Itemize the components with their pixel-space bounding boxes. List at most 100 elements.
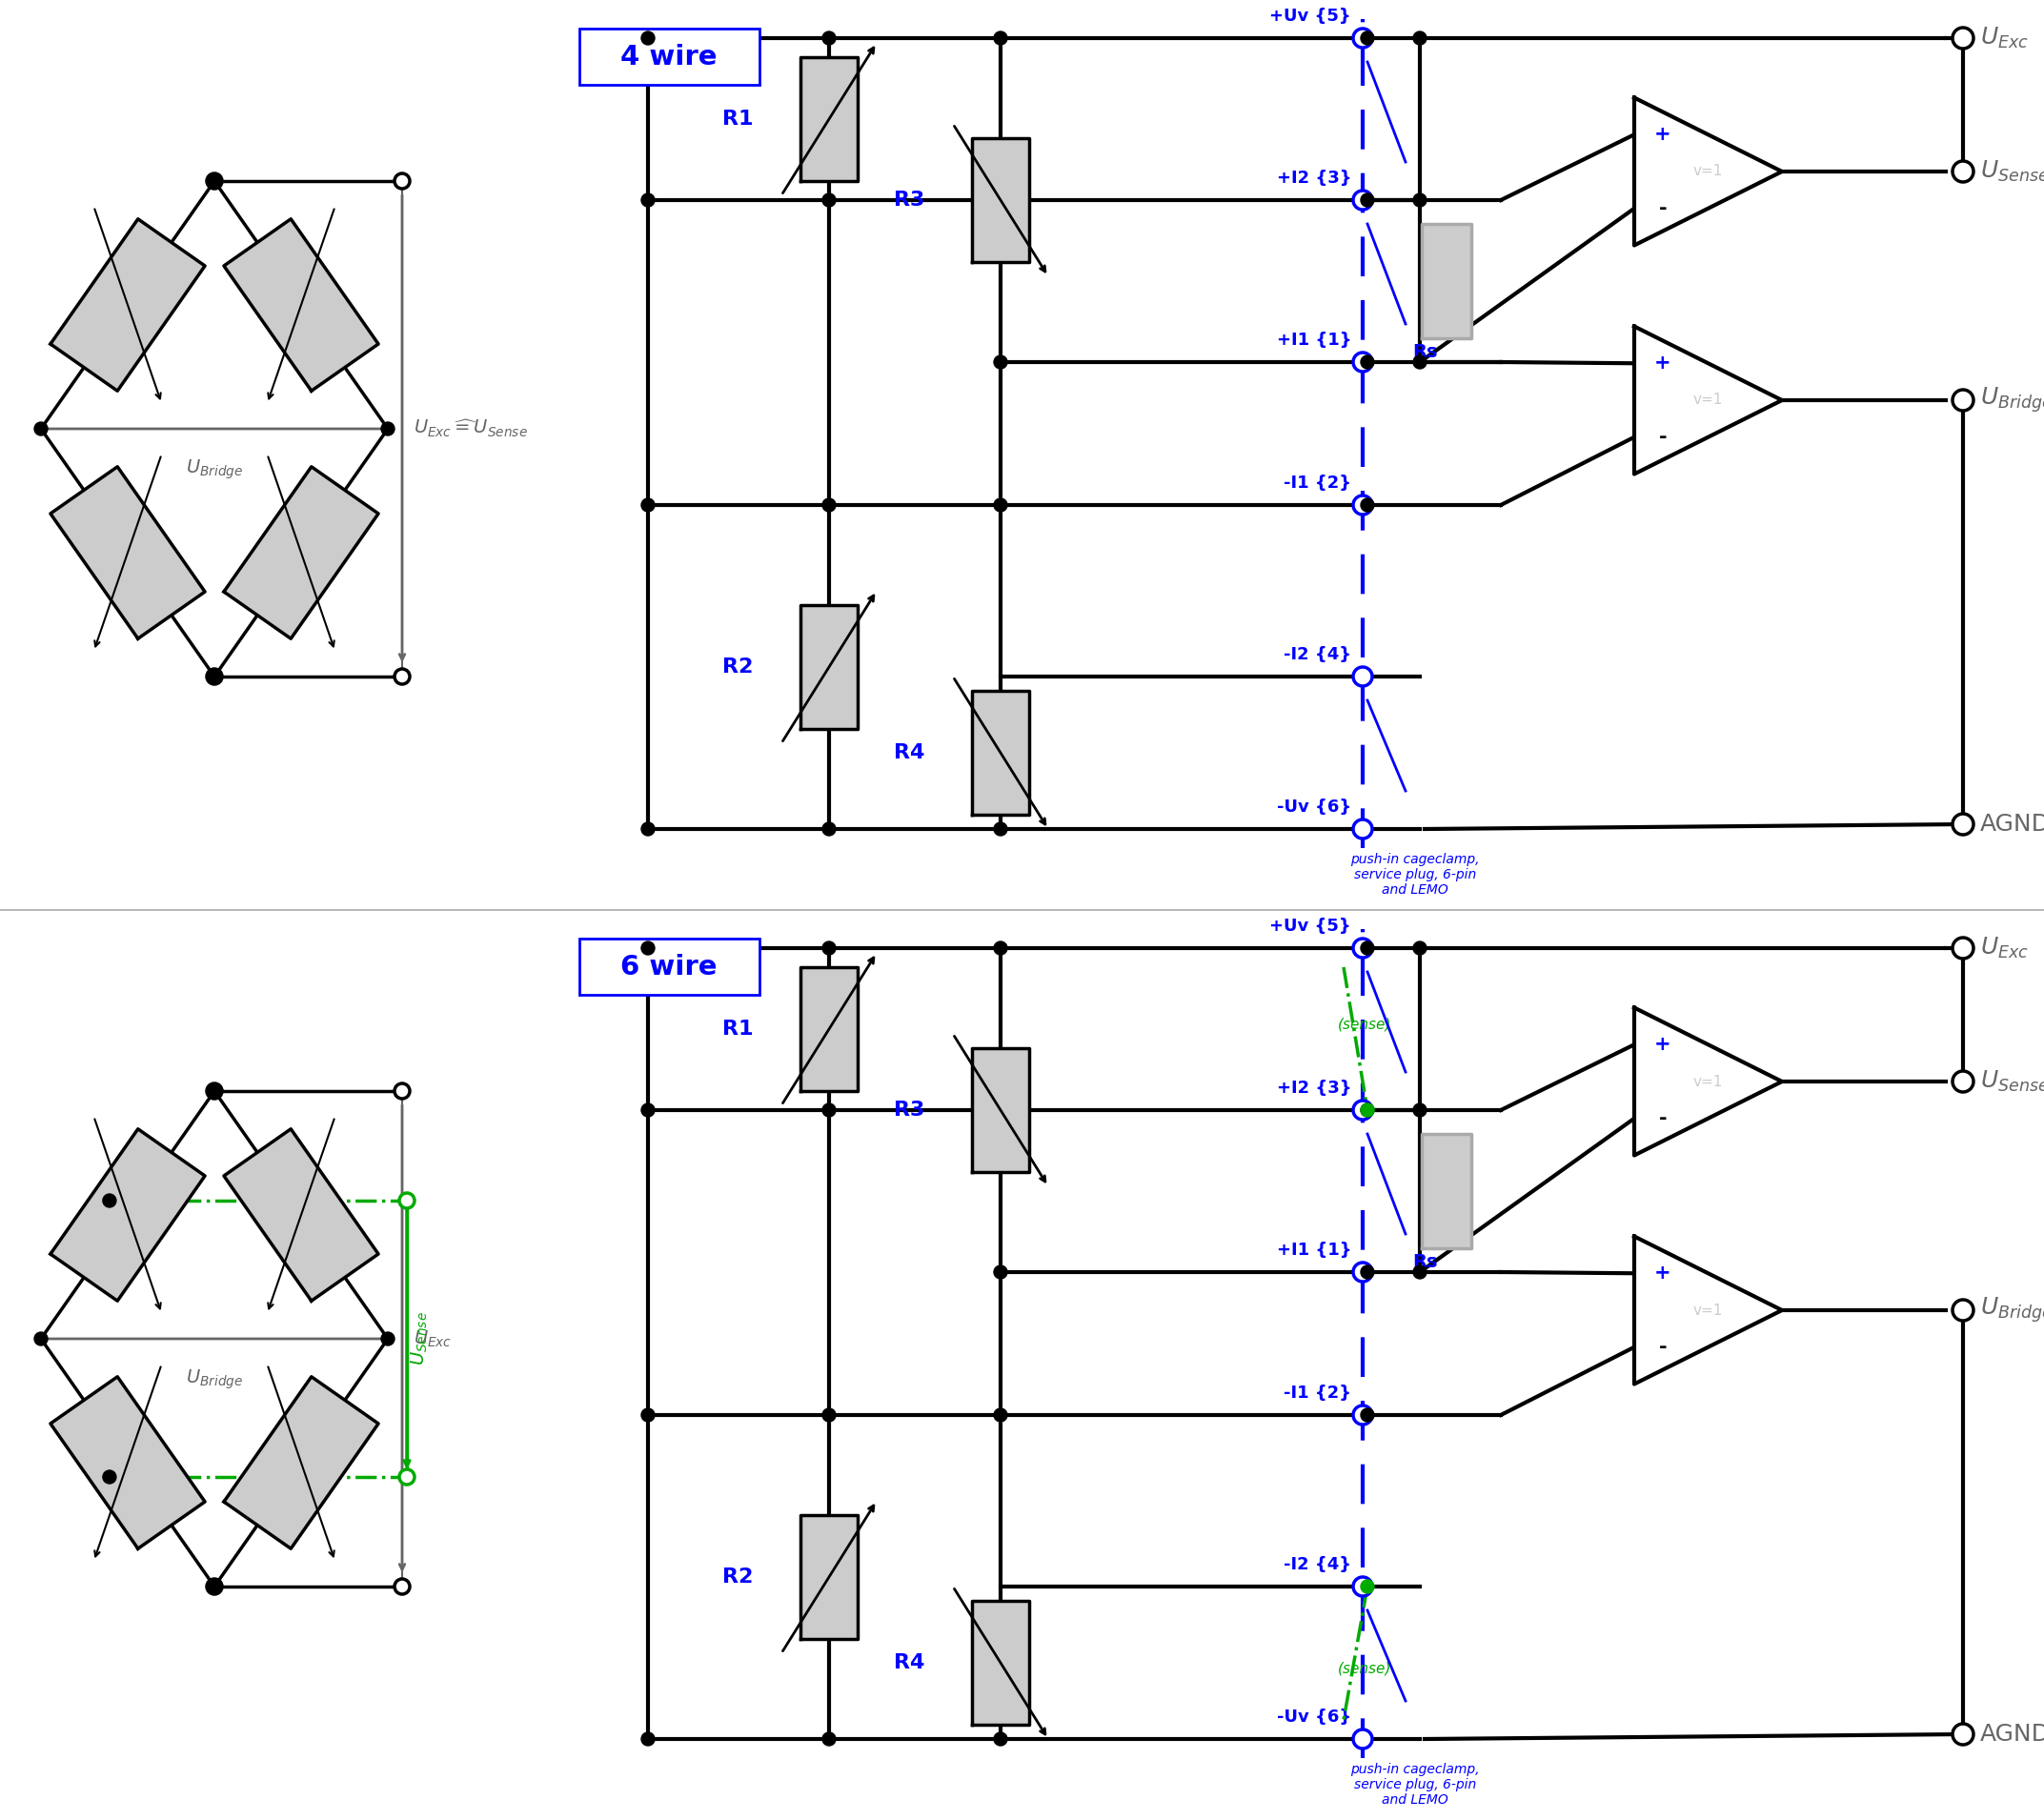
Circle shape: [1361, 941, 1374, 956]
Text: $U_{Exc}$: $U_{Exc}$: [413, 1329, 452, 1349]
Text: $U_{Exc}$: $U_{Exc}$: [1981, 935, 2030, 961]
Text: R3: R3: [893, 191, 924, 209]
Circle shape: [1353, 353, 1372, 371]
Circle shape: [1412, 355, 1427, 369]
Text: 4 wire: 4 wire: [621, 44, 717, 71]
Circle shape: [993, 355, 1008, 369]
Text: v=1: v=1: [1692, 1303, 1723, 1318]
Circle shape: [642, 193, 654, 207]
Polygon shape: [225, 1128, 378, 1301]
Text: -: -: [1660, 1108, 1668, 1128]
Text: +I1 {1}: +I1 {1}: [1275, 331, 1351, 349]
Circle shape: [102, 1194, 117, 1207]
Polygon shape: [51, 218, 204, 391]
Circle shape: [1361, 1103, 1374, 1117]
Text: $U_{Exc}$$\widehat{=}$$U_{Sense}$: $U_{Exc}$$\widehat{=}$$U_{Sense}$: [413, 419, 527, 439]
Polygon shape: [801, 56, 858, 180]
Circle shape: [208, 175, 221, 187]
Text: $U_{Sense}$: $U_{Sense}$: [1981, 158, 2044, 184]
Text: $U_{Sense}$: $U_{Sense}$: [1981, 1068, 2044, 1094]
Circle shape: [822, 1733, 836, 1745]
Polygon shape: [801, 604, 858, 730]
FancyBboxPatch shape: [578, 939, 760, 996]
Polygon shape: [51, 466, 204, 639]
Circle shape: [206, 670, 223, 684]
Text: -I2 {4}: -I2 {4}: [1284, 1556, 1351, 1572]
Circle shape: [208, 670, 221, 682]
Text: R2: R2: [722, 657, 752, 677]
Polygon shape: [1635, 98, 1782, 246]
Circle shape: [993, 941, 1008, 956]
Text: push-in cageclamp,
service plug, 6-pin
and LEMO: push-in cageclamp, service plug, 6-pin a…: [1351, 1764, 1480, 1807]
Circle shape: [1353, 29, 1372, 47]
Polygon shape: [1635, 326, 1782, 473]
Circle shape: [822, 193, 836, 207]
Circle shape: [394, 1580, 409, 1594]
Circle shape: [399, 1469, 415, 1485]
Polygon shape: [51, 1376, 204, 1549]
Text: +: +: [1654, 1263, 1672, 1283]
Circle shape: [1952, 160, 1975, 182]
Circle shape: [380, 1332, 394, 1345]
Text: $U_{Bridge}$: $U_{Bridge}$: [186, 457, 243, 480]
Circle shape: [642, 941, 654, 956]
Circle shape: [993, 31, 1008, 46]
Circle shape: [1353, 1729, 1372, 1749]
Text: R3: R3: [893, 1101, 924, 1119]
Circle shape: [1353, 939, 1372, 957]
Text: -I2 {4}: -I2 {4}: [1284, 646, 1351, 662]
Polygon shape: [1423, 1134, 1472, 1249]
Polygon shape: [1423, 224, 1472, 339]
Text: $U_{Bridge}$: $U_{Bridge}$: [186, 1367, 243, 1390]
Text: +I2 {3}: +I2 {3}: [1275, 1079, 1351, 1097]
Text: R1: R1: [722, 109, 752, 129]
Circle shape: [1353, 1576, 1372, 1596]
Circle shape: [642, 1733, 654, 1745]
Circle shape: [1361, 355, 1374, 369]
Text: $U_{Exc}$: $U_{Exc}$: [1981, 25, 2030, 51]
Circle shape: [822, 1409, 836, 1421]
Text: AGND: AGND: [1981, 1724, 2044, 1745]
Text: R1: R1: [722, 1019, 752, 1039]
Circle shape: [1361, 31, 1374, 46]
Text: R2: R2: [722, 1567, 752, 1587]
Circle shape: [1952, 937, 1975, 959]
Circle shape: [206, 1580, 223, 1594]
Text: R4: R4: [893, 1653, 924, 1673]
Text: push-in cageclamp,
service plug, 6-pin
and LEMO: push-in cageclamp, service plug, 6-pin a…: [1351, 854, 1480, 897]
Circle shape: [822, 1103, 836, 1117]
Text: -: -: [1660, 1338, 1668, 1356]
Circle shape: [35, 1332, 47, 1345]
Text: -: -: [1660, 428, 1668, 446]
Text: v=1: v=1: [1692, 393, 1723, 408]
Circle shape: [208, 1580, 221, 1592]
Circle shape: [822, 499, 836, 511]
Polygon shape: [973, 1048, 1028, 1172]
Circle shape: [1361, 1265, 1374, 1279]
Text: Rs: Rs: [1412, 344, 1437, 362]
Circle shape: [1361, 193, 1374, 207]
Circle shape: [1361, 1409, 1374, 1421]
Text: +I2 {3}: +I2 {3}: [1275, 169, 1351, 187]
Circle shape: [1952, 27, 1975, 49]
Circle shape: [1952, 1070, 1975, 1092]
Circle shape: [642, 499, 654, 511]
Text: $U_{Sense}$: $U_{Sense}$: [409, 1312, 429, 1365]
Text: R4: R4: [893, 743, 924, 763]
Circle shape: [1412, 1103, 1427, 1117]
Text: +: +: [1654, 353, 1672, 373]
Text: $U_{Bridge}$: $U_{Bridge}$: [1981, 386, 2044, 415]
Text: (sense): (sense): [1337, 1017, 1392, 1030]
Circle shape: [399, 1192, 415, 1208]
Polygon shape: [225, 1376, 378, 1549]
Text: $U_{Bridge}$: $U_{Bridge}$: [1981, 1296, 2044, 1325]
Text: +I1 {1}: +I1 {1}: [1275, 1241, 1351, 1259]
Circle shape: [993, 499, 1008, 511]
Circle shape: [35, 422, 47, 435]
Text: +Uv {5}: +Uv {5}: [1269, 7, 1351, 25]
Circle shape: [380, 422, 394, 435]
Text: +: +: [1654, 1036, 1672, 1054]
Circle shape: [1952, 1724, 1975, 1745]
Circle shape: [1952, 814, 1975, 835]
Polygon shape: [801, 1514, 858, 1640]
